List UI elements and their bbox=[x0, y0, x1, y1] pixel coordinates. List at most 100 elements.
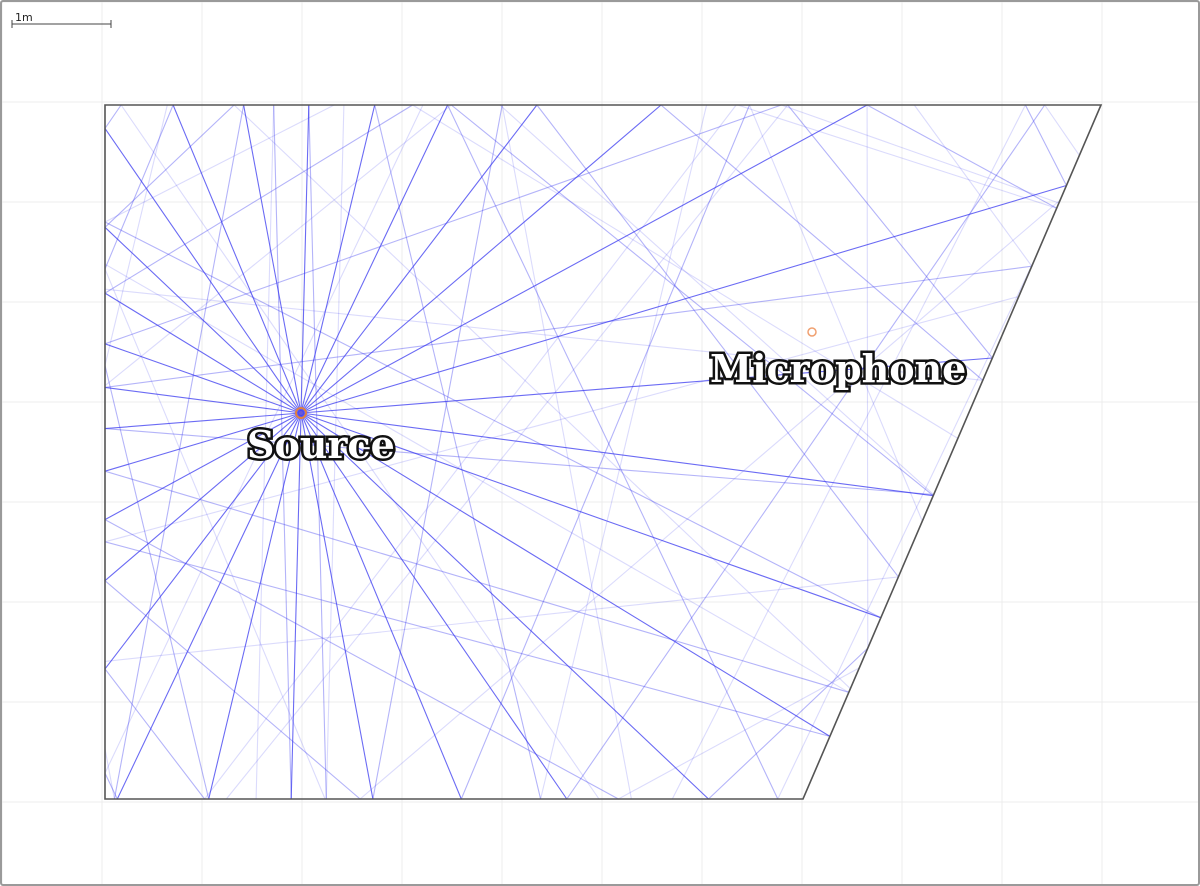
ray-segment bbox=[208, 412, 302, 800]
ray-segment bbox=[540, 104, 708, 800]
ray-segment bbox=[460, 104, 751, 800]
ray-segment bbox=[104, 428, 935, 496]
ray-segment bbox=[300, 104, 310, 414]
ray-segment bbox=[104, 104, 174, 270]
ray-segment bbox=[300, 104, 662, 414]
ray-segment bbox=[243, 104, 302, 414]
ray-segment bbox=[660, 104, 984, 381]
ray-segment bbox=[499, 104, 935, 496]
ray-segment bbox=[104, 364, 210, 800]
ray-segment bbox=[104, 104, 452, 387]
ray-segment bbox=[617, 667, 860, 800]
source-label: Source bbox=[247, 422, 395, 467]
ray-segment bbox=[104, 668, 206, 800]
ray-segment bbox=[300, 412, 374, 800]
microphone-label: Microphone bbox=[710, 346, 966, 391]
ray-segment bbox=[104, 127, 302, 414]
ray-segment bbox=[372, 104, 503, 800]
ray-segment bbox=[104, 412, 302, 521]
ray-segment bbox=[104, 268, 326, 800]
ray-segment bbox=[233, 104, 851, 690]
ray-segment bbox=[116, 412, 302, 800]
ray-segment bbox=[104, 580, 361, 800]
ray-segment bbox=[255, 104, 275, 800]
ray-segment bbox=[748, 104, 923, 522]
ray-segment bbox=[536, 104, 899, 578]
ray-segment bbox=[412, 104, 959, 439]
microphone-marker[interactable] bbox=[807, 327, 817, 337]
source-marker[interactable] bbox=[295, 407, 307, 419]
ray-segment bbox=[787, 104, 993, 359]
ray-segment bbox=[359, 199, 1061, 800]
ray-segment bbox=[104, 470, 850, 693]
ray-segment bbox=[866, 104, 1058, 209]
ray-segment bbox=[913, 104, 1033, 267]
ray-segment bbox=[104, 221, 882, 619]
ray-segment bbox=[300, 184, 1067, 414]
ray-segment bbox=[104, 386, 302, 414]
ray-segment bbox=[300, 412, 462, 800]
ray-segment bbox=[780, 104, 1060, 204]
ray-segment bbox=[104, 295, 1020, 543]
ray-segment bbox=[308, 104, 327, 800]
ray-segment bbox=[104, 412, 302, 670]
ray-segment bbox=[300, 412, 934, 497]
ray-segment bbox=[104, 263, 850, 693]
ray-segment bbox=[300, 357, 993, 414]
ray-segment bbox=[300, 412, 710, 800]
ray-segment bbox=[104, 412, 302, 430]
ray-segment bbox=[566, 104, 1046, 800]
ray-segment bbox=[447, 104, 779, 800]
ray-segment bbox=[120, 104, 600, 800]
ray-segment bbox=[104, 748, 115, 800]
ray-segment bbox=[104, 104, 424, 774]
ray-segment bbox=[501, 104, 632, 800]
ray-segment bbox=[290, 412, 302, 800]
ray-segment bbox=[104, 104, 335, 223]
ray-segment bbox=[300, 412, 568, 800]
ray-segment bbox=[172, 104, 302, 414]
ray-segment bbox=[300, 104, 449, 414]
ray-segment bbox=[737, 104, 1058, 209]
ray-segment bbox=[104, 265, 1033, 388]
ray-segment bbox=[104, 288, 984, 381]
ray-segment bbox=[300, 104, 868, 414]
ray-segment bbox=[204, 104, 737, 800]
ray-segment bbox=[104, 343, 302, 414]
ray-segment bbox=[300, 104, 376, 414]
ray-segment bbox=[777, 256, 1037, 800]
ray-segment bbox=[300, 412, 882, 619]
ray-segment bbox=[1024, 104, 1067, 187]
ray-segment bbox=[104, 772, 118, 800]
ray-segment bbox=[450, 104, 934, 497]
ray-segment bbox=[104, 412, 302, 582]
ray-segment bbox=[113, 104, 245, 800]
ray-segment bbox=[225, 104, 789, 800]
ray-segment bbox=[104, 541, 831, 737]
ray-segment bbox=[866, 104, 869, 649]
ray-segment bbox=[104, 104, 414, 294]
ray-segment bbox=[325, 104, 345, 800]
ray-segment bbox=[104, 104, 782, 345]
ray-segment bbox=[104, 104, 168, 366]
ray-segment bbox=[104, 292, 302, 414]
ray-segment bbox=[104, 519, 619, 800]
ray-segment bbox=[671, 104, 1026, 800]
ray-segment bbox=[104, 412, 302, 472]
scale-bar: 1m bbox=[11, 11, 112, 28]
ray-segment bbox=[300, 104, 538, 414]
ray-paths bbox=[104, 104, 1080, 800]
ray-segment bbox=[374, 104, 542, 800]
ray-segment bbox=[104, 104, 122, 129]
ray-segment bbox=[104, 226, 302, 414]
scale-bar-label: 1m bbox=[15, 11, 33, 24]
room-outline bbox=[104, 104, 1103, 800]
ray-segment bbox=[104, 104, 235, 228]
ray-segment bbox=[707, 647, 869, 800]
ray-segment bbox=[300, 412, 831, 737]
ray-segment bbox=[104, 576, 899, 662]
ray-segment bbox=[1044, 104, 1080, 156]
